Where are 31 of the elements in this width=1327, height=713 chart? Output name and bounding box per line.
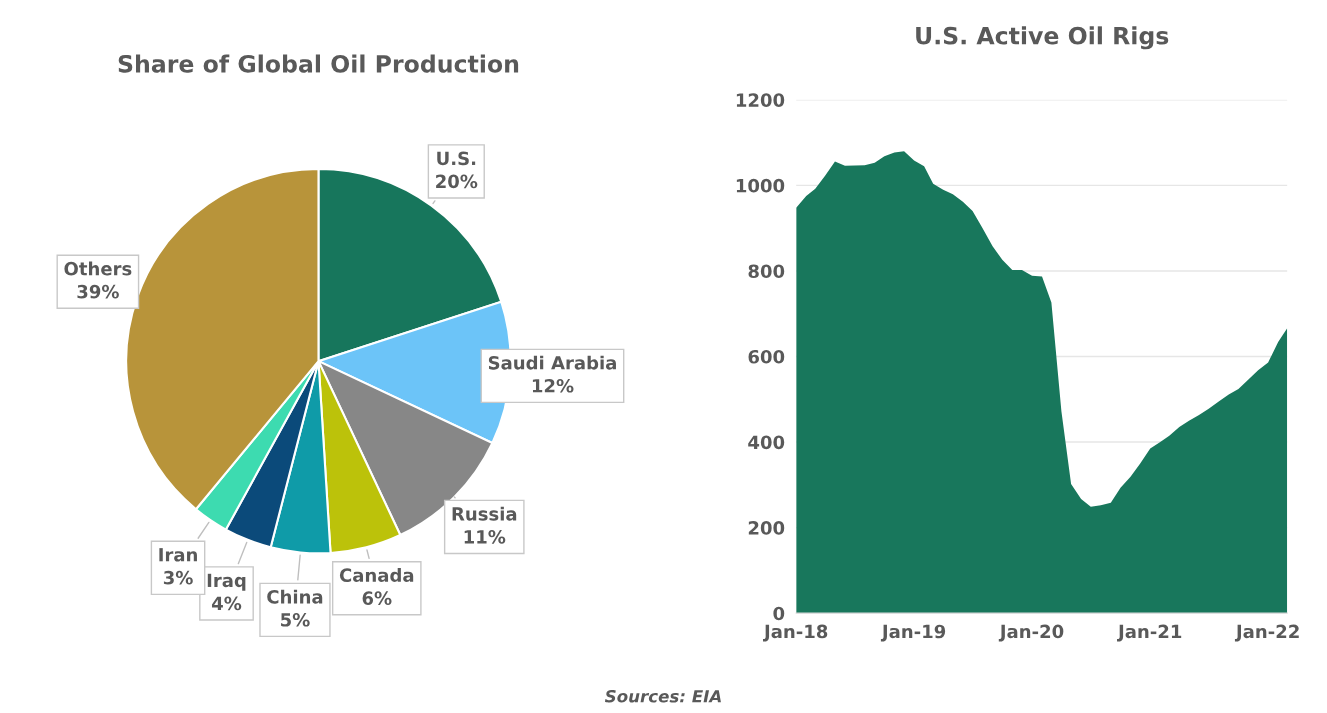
- chart-title: U.S. Active Oil Rigs: [916, 26, 1169, 50]
- y-tick-label: 1000: [736, 178, 785, 193]
- x-tick-label: Jan-20: [998, 624, 1064, 642]
- chart-title: Share of Global Oil Production: [118, 54, 519, 73]
- x-tick-label: Jan-21: [1117, 624, 1182, 642]
- x-tick-label: Jan-18: [763, 624, 828, 642]
- x-tick-label: Jan-22: [1234, 624, 1299, 642]
- source-note: Sources: EIA: [604, 689, 721, 703]
- slice-label: Iran: [159, 548, 197, 562]
- y-tick-label: 200: [748, 521, 785, 535]
- y-tick-label: 600: [748, 349, 785, 364]
- data-label: 12%: [532, 378, 574, 393]
- data-label: 20%: [436, 174, 478, 189]
- slice-label: Russia: [452, 506, 517, 521]
- x-tick-label: Jan-19: [880, 624, 946, 642]
- data-label: 3%: [163, 570, 193, 585]
- slice-label: U.S.: [437, 151, 476, 166]
- slice-label: China: [267, 589, 323, 604]
- y-tick-label: 800: [748, 264, 785, 279]
- slice-label: Others: [64, 261, 132, 276]
- slice-label: Iraq: [207, 573, 246, 591]
- y-tick-label: 400: [748, 435, 785, 450]
- slice-label: Saudi Arabia: [488, 355, 616, 370]
- y-tick-label: 1200: [736, 93, 785, 107]
- data-label: 39%: [77, 284, 119, 299]
- slice-label: Canada: [339, 568, 414, 583]
- data-label: 11%: [464, 530, 506, 544]
- data-label: 4%: [211, 596, 242, 611]
- data-label: 6%: [362, 591, 392, 605]
- y-tick-label: 0: [773, 606, 785, 621]
- data-label: 5%: [281, 612, 310, 627]
